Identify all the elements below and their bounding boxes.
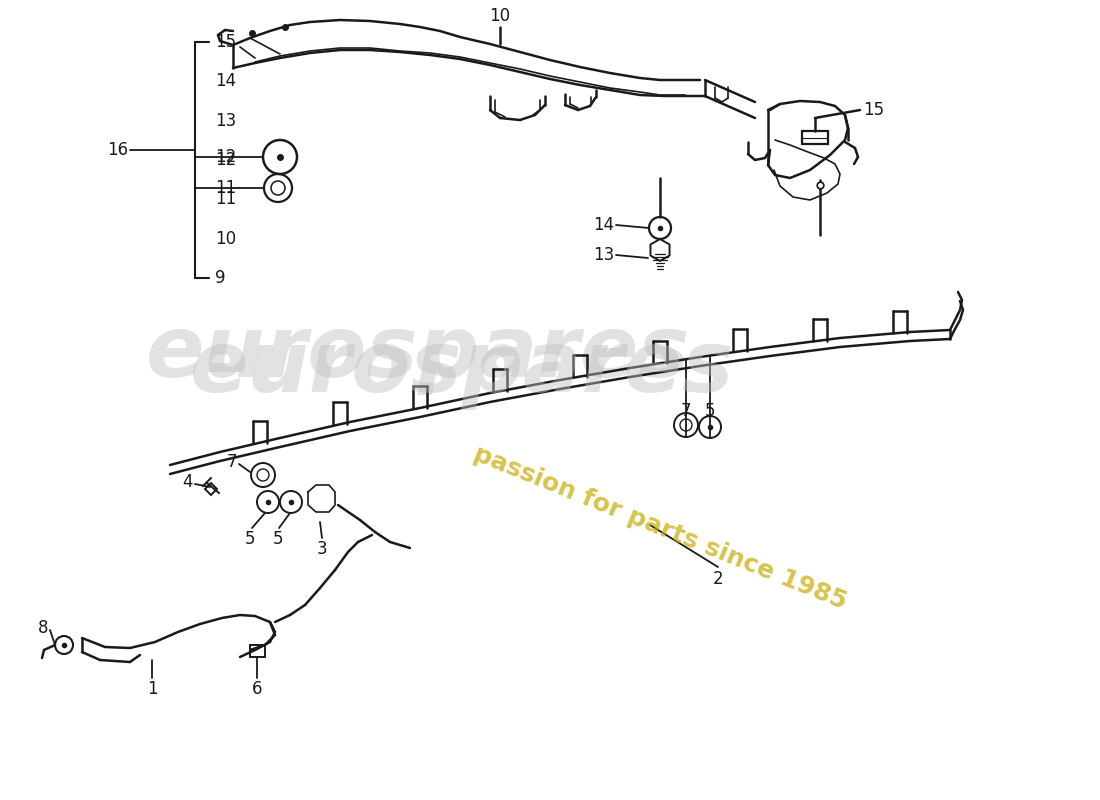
Text: 7: 7 <box>227 453 236 471</box>
Text: 5: 5 <box>244 530 255 548</box>
Text: 9: 9 <box>214 269 225 287</box>
Text: 15: 15 <box>214 33 236 51</box>
Text: 3: 3 <box>317 540 328 558</box>
Text: 13: 13 <box>593 246 614 264</box>
Text: 12: 12 <box>214 148 236 166</box>
Text: 5: 5 <box>273 530 284 548</box>
Text: 7: 7 <box>681 402 691 420</box>
Text: 11: 11 <box>214 179 236 197</box>
Text: passion for parts since 1985: passion for parts since 1985 <box>470 442 850 614</box>
Text: 5: 5 <box>705 402 715 420</box>
Text: 11: 11 <box>214 190 236 208</box>
Text: eurospares: eurospares <box>145 312 691 394</box>
Text: 12: 12 <box>214 151 236 169</box>
Text: 13: 13 <box>214 112 236 130</box>
Text: 16: 16 <box>107 141 128 159</box>
Text: 1: 1 <box>146 680 157 698</box>
Text: eurospares: eurospares <box>189 326 735 410</box>
Text: 14: 14 <box>214 72 236 90</box>
Text: 2: 2 <box>713 570 724 588</box>
Text: 6: 6 <box>252 680 262 698</box>
Text: 15: 15 <box>864 101 884 119</box>
Text: 10: 10 <box>490 7 510 25</box>
Text: 4: 4 <box>183 473 192 491</box>
Text: 10: 10 <box>214 230 236 248</box>
Text: 14: 14 <box>593 216 614 234</box>
Text: 8: 8 <box>37 619 48 637</box>
